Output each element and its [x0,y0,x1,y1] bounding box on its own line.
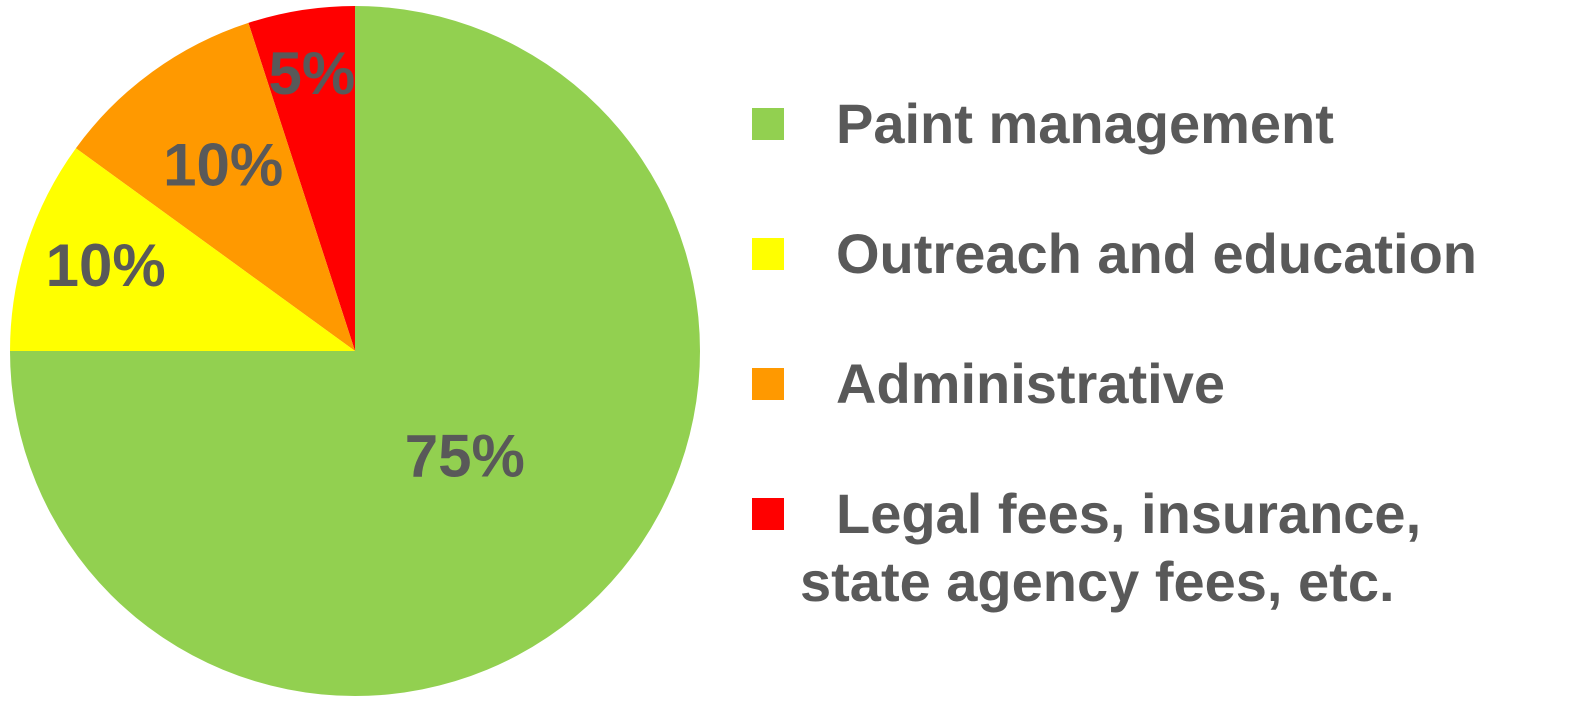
pie-data-label-legal-fees-insurance-state-agency-fees-etc: 5% [268,40,355,107]
legend-item-paint-management: Paint management [752,90,1582,158]
pie-slice-legal-fees-insurance-state-agency-fees-etc [248,6,355,351]
legend-label-legal-fees: Legal fees, insurance, state agency fees… [800,480,1422,616]
pie-slice-administrative [75,22,356,352]
pie-data-label-administrative: 10% [163,131,283,198]
legend-label-legal-fees-line2: state agency fees, etc. [800,550,1395,613]
legend-swatch-administrative [752,368,784,400]
pie-slices [10,6,700,696]
legend-label-paint-management: Paint management [836,92,1334,155]
legend-label-legal-fees-line1: Legal fees, insurance, [836,482,1422,545]
legend-label-outreach-and-education: Outreach and education [836,222,1477,285]
legend-swatch-legal-fees [752,498,784,530]
pie-slice-paint-management [10,6,700,696]
legend-swatch-outreach-and-education [752,238,784,270]
legend-item-legal-fees: Legal fees, insurance, state agency fees… [752,480,1582,616]
legend-item-administrative: Administrative [752,350,1582,418]
pie-data-label-outreach-and-education: 10% [46,232,166,299]
pie-data-labels: 5% 10% 10% 75% [46,40,525,489]
legend: Paint management Outreach and education … [752,0,1582,706]
pie-chart: 5% 10% 10% 75% [10,6,700,696]
pie-slice-outreach-and-education [10,148,355,351]
legend-swatch-paint-management [752,108,784,140]
legend-label-administrative: Administrative [836,352,1225,415]
legend-item-outreach-and-education: Outreach and education [752,220,1582,288]
pie-data-label-paint-management: 75% [405,423,525,490]
